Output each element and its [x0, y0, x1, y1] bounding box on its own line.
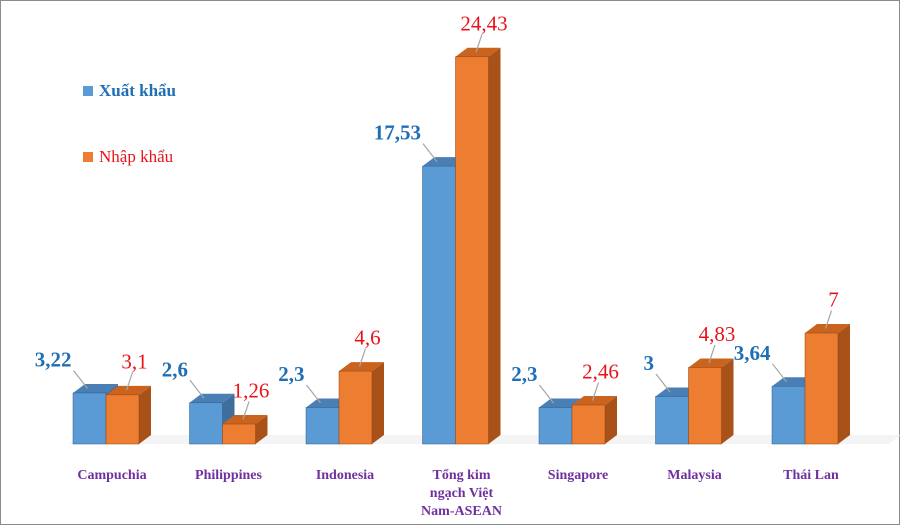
bar-import — [804, 332, 839, 445]
value-leader-import — [125, 372, 134, 391]
data-label-import: 2,46 — [582, 360, 619, 384]
bar-export — [655, 396, 689, 445]
bar-export — [72, 392, 107, 445]
bar-import — [688, 367, 722, 445]
bar-import-side — [139, 385, 151, 444]
bar-import-side — [721, 358, 734, 444]
legend-item-export: Xuất khẩu — [83, 81, 176, 101]
bar-import-side — [838, 324, 850, 444]
data-label-export: 3,64 — [734, 341, 771, 365]
value-leader-export — [306, 384, 321, 404]
bar-import-side — [605, 396, 617, 444]
data-label-export: 3 — [644, 351, 655, 375]
bar-import-top — [572, 396, 617, 406]
bar-import — [571, 404, 606, 445]
legend-label-import: Nhập khẩu — [99, 147, 174, 166]
data-label-import: 24,43 — [460, 11, 507, 35]
bar-import — [222, 423, 256, 445]
value-leader-import — [475, 34, 483, 53]
bar-import — [105, 394, 140, 445]
bar-export — [771, 386, 806, 445]
x-tick-label: Malaysia — [667, 468, 721, 483]
x-tick-label: Singapore — [548, 468, 608, 483]
bar-import-side — [372, 362, 384, 444]
data-label-import: 7 — [828, 288, 839, 312]
x-tick-label: Campuchia — [77, 468, 146, 483]
data-label-export: 2,6 — [162, 357, 188, 381]
x-tick-label: Philippines — [195, 468, 262, 483]
bar-import-top — [688, 358, 734, 368]
data-label-export: 2,3 — [278, 362, 304, 386]
value-leader-export — [539, 384, 554, 404]
bar-export — [538, 407, 573, 445]
value-leader-import — [824, 310, 833, 329]
bar-export — [305, 407, 340, 445]
value-leader-import — [242, 401, 250, 420]
bar-import — [338, 370, 373, 445]
legend-swatch-export — [83, 86, 93, 96]
legend-label-export: Xuất khẩu — [99, 81, 177, 100]
data-label-import: 3,1 — [121, 349, 147, 373]
bar-export — [189, 402, 223, 445]
value-leader-export — [422, 143, 438, 163]
value-leader-import — [708, 344, 716, 364]
bar-import-top — [222, 415, 268, 425]
x-tick-label: Thái Lan — [783, 468, 839, 483]
bar-export-top — [73, 383, 118, 393]
data-label-export: 3,22 — [35, 347, 72, 371]
data-label-import: 4,83 — [699, 322, 736, 346]
data-label-import: 4,6 — [354, 326, 380, 350]
x-tick-label: Indonesia — [316, 468, 374, 483]
x-tick-label: Tổng kim ngạch Việt Nam-ASEAN — [421, 468, 502, 519]
bar-import-side — [255, 415, 268, 444]
value-leader-export — [655, 373, 671, 393]
bar-import-top — [106, 385, 151, 395]
data-label-export: 17,53 — [374, 121, 421, 145]
data-label-export: 2,3 — [511, 362, 537, 386]
legend-item-import: Nhập khẩu — [83, 147, 173, 167]
bar-import-side — [488, 47, 501, 445]
legend-swatch-import — [83, 152, 93, 162]
bar-export — [422, 165, 456, 445]
bar-import — [455, 56, 489, 445]
data-label-import: 1,26 — [233, 379, 270, 403]
bar-import-top — [455, 47, 501, 57]
bar-import-top — [805, 324, 850, 334]
bar-export-top — [189, 393, 235, 403]
value-leader-import — [591, 382, 600, 401]
value-leader-import — [358, 348, 367, 367]
value-leader-export — [189, 379, 205, 399]
bar-import-top — [339, 362, 384, 372]
value-leader-export — [73, 370, 88, 389]
value-leader-export — [772, 363, 787, 383]
